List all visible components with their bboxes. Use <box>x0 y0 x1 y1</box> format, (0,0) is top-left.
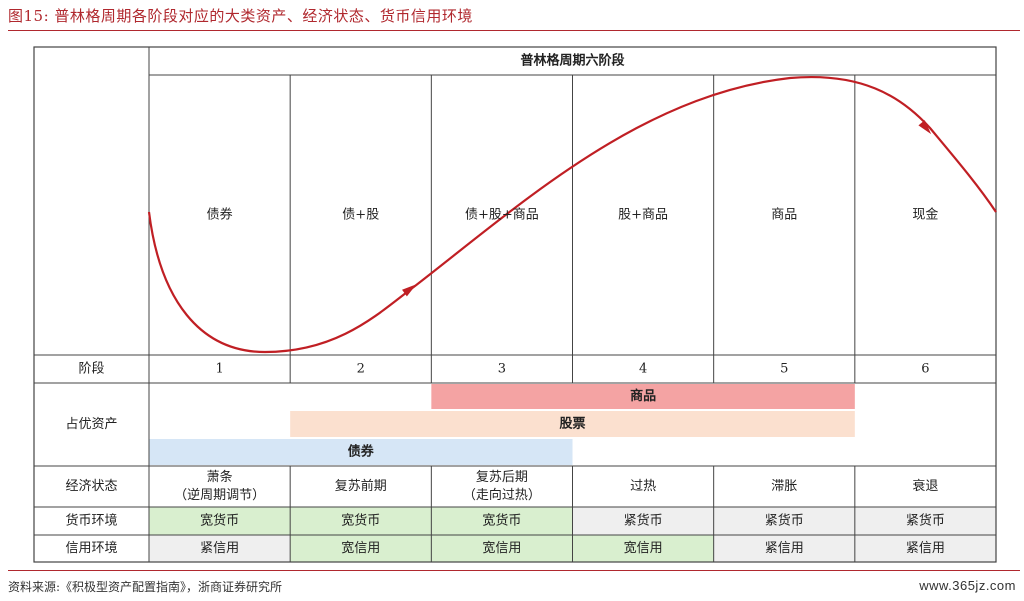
monetary-environment: 宽货币 <box>482 513 521 529</box>
economy-state: 萧条 <box>207 469 233 485</box>
monetary-environment: 紧货币 <box>624 513 663 529</box>
dominant-bar <box>290 411 855 437</box>
stage-number: 2 <box>357 362 365 377</box>
economy-state: （逆周期调节） <box>174 487 265 503</box>
stage-asset-label: 债+股 <box>342 208 379 223</box>
credit-cell <box>854 535 996 562</box>
monetary-cell <box>713 507 855 535</box>
credit-environment: 紧信用 <box>765 541 804 556</box>
stage-number: 5 <box>780 362 788 377</box>
credit-environment: 宽信用 <box>482 540 521 556</box>
stage-asset-label: 债+股+商品 <box>465 208 539 223</box>
cycle-curve <box>147 76 997 354</box>
credit-cell <box>290 535 432 562</box>
stage-asset-label: 现金 <box>912 207 938 223</box>
dominant-bar <box>431 384 855 409</box>
stage-number: 1 <box>215 362 223 377</box>
credit-cell <box>572 535 714 562</box>
monetary-environment: 宽货币 <box>200 513 239 529</box>
title-divider <box>8 30 1020 31</box>
stage-asset-label: 商品 <box>771 208 797 223</box>
cycle-header: 普林格周期六阶段 <box>520 53 624 69</box>
dominant-bar-label: 股票 <box>559 416 585 432</box>
credit-environment: 宽信用 <box>341 540 380 556</box>
footer-divider <box>8 570 1020 571</box>
source-note: 资料来源:《积极型资产配置指南》，浙商证券研究所 <box>8 580 283 594</box>
stage-number: 3 <box>498 362 506 377</box>
economy-state: 过热 <box>630 479 656 494</box>
monetary-environment: 紧货币 <box>906 513 945 529</box>
economy-state: 衰退 <box>912 478 938 494</box>
curve-arrow <box>918 120 932 135</box>
row-label-dominant-asset: 占优资产 <box>65 417 117 432</box>
table-grid <box>33 46 997 563</box>
stage-number: 4 <box>639 362 647 377</box>
credit-cell <box>149 535 291 562</box>
monetary-cell <box>572 507 714 535</box>
row-label-credit: 信用环境 <box>65 541 117 556</box>
monetary-environment: 紧货币 <box>765 513 804 529</box>
credit-cell <box>431 535 573 562</box>
credit-environment: 宽信用 <box>624 540 663 556</box>
monetary-environment: 宽货币 <box>341 513 380 529</box>
credit-environment: 紧信用 <box>906 541 945 556</box>
economy-state: 复苏后期 <box>476 469 528 485</box>
watermark: www.365jz.com <box>919 578 1016 593</box>
curve-arrow <box>402 284 417 297</box>
credit-environment: 紧信用 <box>200 541 239 556</box>
table-border <box>33 46 997 563</box>
dominant-bar <box>149 439 573 465</box>
row-label-stage: 阶段 <box>78 362 104 377</box>
row-label-economy: 经济状态 <box>65 479 117 494</box>
economy-state: 滞胀 <box>771 479 797 494</box>
monetary-cell <box>854 507 996 535</box>
dominant-bar-label: 债券 <box>348 444 375 460</box>
table-body <box>149 507 996 562</box>
economy-state: 复苏前期 <box>335 478 387 494</box>
row-label-monetary: 货币环境 <box>65 513 117 529</box>
economy-state: （走向过热） <box>463 487 541 503</box>
stage-number: 6 <box>921 362 929 377</box>
monetary-cell <box>431 507 573 535</box>
stage-asset-label: 股+商品 <box>618 208 668 223</box>
credit-cell <box>713 535 855 562</box>
figure-title: 图15: 普林格周期各阶段对应的大类资产、经济状态、货币信用环境 <box>8 7 473 25</box>
monetary-cell <box>149 507 291 535</box>
dominant-bar-label: 商品 <box>630 388 656 404</box>
monetary-cell <box>290 507 432 535</box>
stage-asset-label: 债券 <box>207 207 233 223</box>
